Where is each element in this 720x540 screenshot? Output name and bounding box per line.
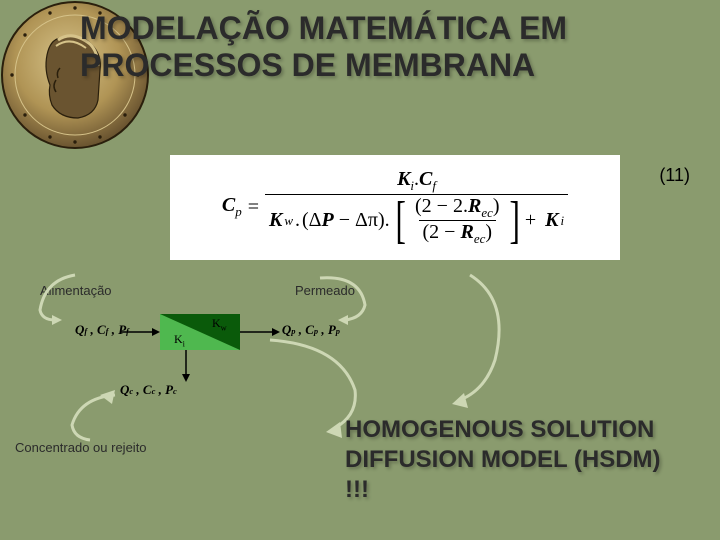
eq-f2d-r: R <box>460 221 473 243</box>
swoosh-eq-to-callout-icon <box>440 270 530 420</box>
callout-hsdm: HOMOGENOUS SOLUTION DIFFUSION MODEL (HSD… <box>345 415 675 505</box>
eq-lhs: C <box>222 194 235 216</box>
label-ki: Ki <box>174 332 185 348</box>
eq-den-minus: − Δπ <box>334 209 378 231</box>
swoosh-permeate-icon <box>310 270 380 330</box>
eq-bracket-open: [ <box>395 200 405 242</box>
slide: MODELAÇÃO MATEMÁTICA EM PROCESSOS DE MEM… <box>0 0 720 540</box>
eq-equals: = <box>248 196 259 219</box>
swoosh-feed-icon <box>30 270 90 330</box>
eq-f2n-b: ) <box>493 195 500 217</box>
eq-f2d-b: ) <box>485 221 492 243</box>
equation: Cp = Ki.Cf Kw. (ΔP − Δπ). [ (2 − 2.Rec) <box>222 169 568 246</box>
eq-plus: + <box>525 210 536 231</box>
eq-num-cf-sub: f <box>432 178 436 193</box>
eq-f2n-a: (2 − 2. <box>415 195 468 217</box>
eq-ki2: K <box>545 210 558 231</box>
eq-f2d-a: (2 − <box>423 221 461 243</box>
eq-den-kw-sub: w <box>284 214 293 228</box>
equation-box: Cp = Ki.Cf Kw. (ΔP − Δπ). [ (2 − 2.Rec) <box>170 155 620 260</box>
eq-f2n-r: R <box>468 195 481 217</box>
eq-ki2-sub: i <box>560 214 564 228</box>
eq-f2d-rs: ec <box>474 231 486 246</box>
slide-title: MODELAÇÃO MATEMÁTICA EM PROCESSOS DE MEM… <box>80 10 700 84</box>
eq-den-dp-open: (Δ <box>302 209 322 231</box>
eq-main-fraction: Ki.Cf Kw. (ΔP − Δπ). [ (2 − 2.Rec) (2 − … <box>265 169 568 246</box>
eq-bracket-close: ] <box>509 200 519 242</box>
label-kw: Kw <box>212 316 227 332</box>
eq-num-ki: K <box>397 168 410 190</box>
eq-den-kw: K <box>269 210 282 231</box>
eq-f2n-rs: ec <box>481 205 493 220</box>
swoosh-retentate-icon <box>60 390 130 450</box>
membrane-module-icon <box>160 314 240 350</box>
eq-lhs-sub: p <box>235 204 242 219</box>
eq-den-close: ). <box>378 209 390 231</box>
arrow-feed-icon <box>120 326 160 338</box>
equation-number: (11) <box>659 165 690 186</box>
arrow-retentate-icon <box>180 350 192 382</box>
membrane-diagram: Qf , Cf , Pf Qp , Cp , Pp Qc , Cc , Pc <box>130 310 270 346</box>
eq-num-cf: C <box>419 168 432 190</box>
eq-den-dot1: . <box>295 210 300 231</box>
eq-den-p: P <box>322 209 334 231</box>
